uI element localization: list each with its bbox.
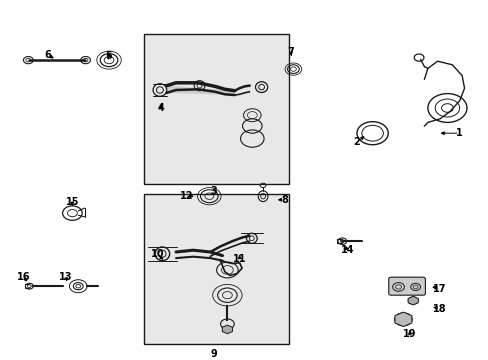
Polygon shape [166,86,234,95]
Text: 18: 18 [432,303,446,314]
Text: 5: 5 [105,51,112,61]
Text: 11: 11 [232,254,246,264]
Text: 2: 2 [353,137,360,147]
Text: 9: 9 [210,348,217,359]
FancyBboxPatch shape [388,277,425,295]
Text: 13: 13 [59,272,73,282]
Text: 4: 4 [158,103,164,113]
Text: 14: 14 [340,245,353,255]
Text: 17: 17 [432,284,446,294]
Text: 12: 12 [180,191,193,201]
Text: 16: 16 [17,272,30,282]
Text: 15: 15 [65,197,79,207]
FancyBboxPatch shape [144,194,288,344]
Text: 8: 8 [281,195,287,205]
FancyBboxPatch shape [144,34,288,184]
Text: 19: 19 [402,329,416,339]
Text: 3: 3 [210,186,217,196]
Text: 1: 1 [455,128,462,138]
Text: 10: 10 [150,249,164,259]
Text: 6: 6 [44,50,51,60]
Text: 7: 7 [287,47,294,57]
